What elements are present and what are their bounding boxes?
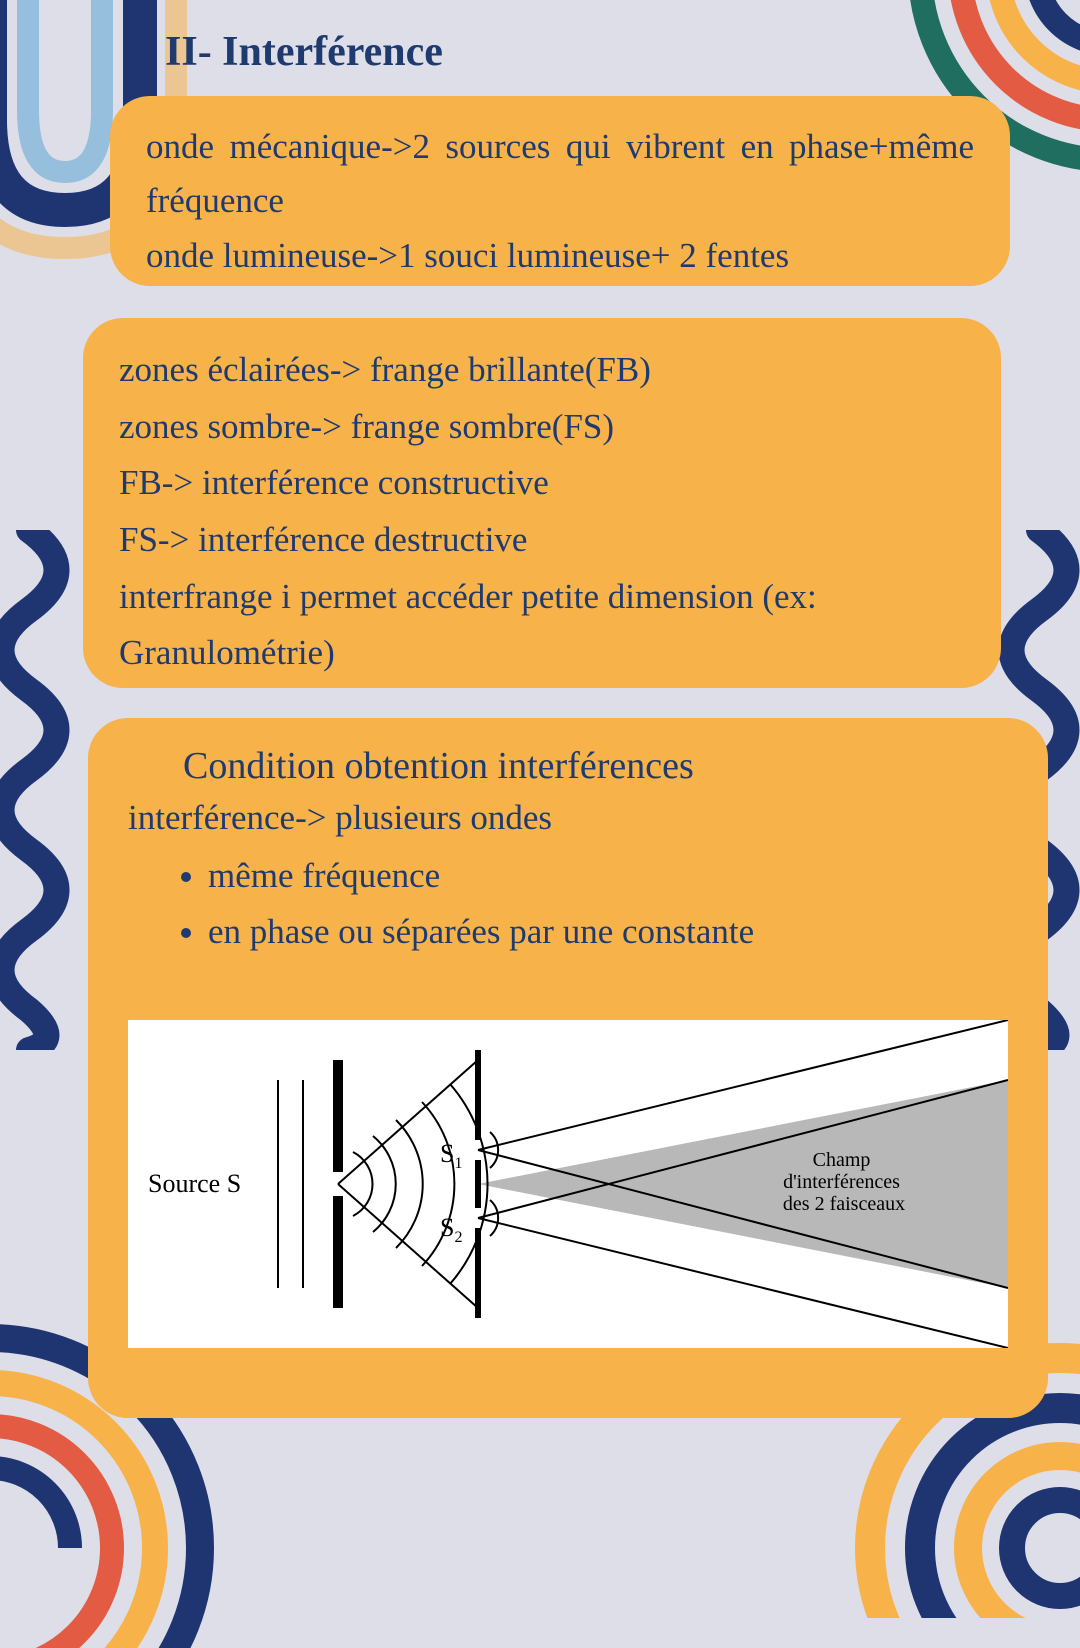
text-line: FB-> interférence constructive	[119, 455, 965, 512]
bullet-list: même fréquence en phase ou séparées par …	[208, 848, 1008, 960]
text-line: interférence-> plusieurs ondes	[128, 798, 1008, 838]
text-line: zones sombre-> frange sombre(FS)	[119, 399, 965, 456]
text-line: zones éclairées-> frange brillante(FB)	[119, 342, 965, 399]
text-line: onde mécanique->2 sources qui vibrent en…	[146, 120, 974, 229]
list-item: en phase ou séparées par une constante	[208, 904, 1008, 960]
subheading: Condition obtention interférences	[183, 744, 1008, 788]
interference-diagram: Source S S1 S2 Champ d'interférences des…	[128, 1020, 1008, 1348]
page-title: II- Interférence	[165, 28, 443, 76]
text-line: onde lumineuse->1 souci lumineuse+ 2 fen…	[146, 229, 974, 283]
card-conditions: Condition obtention interférences interf…	[88, 718, 1048, 1418]
text-line: interfrange i permet accéder petite dime…	[119, 569, 965, 682]
list-item: même fréquence	[208, 848, 1008, 904]
card-definitions: onde mécanique->2 sources qui vibrent en…	[110, 96, 1010, 286]
card-zones: zones éclairées-> frange brillante(FB) z…	[83, 318, 1001, 688]
diagram-source-label: Source S	[148, 1169, 241, 1198]
text-line: FS-> interférence destructive	[119, 512, 965, 569]
